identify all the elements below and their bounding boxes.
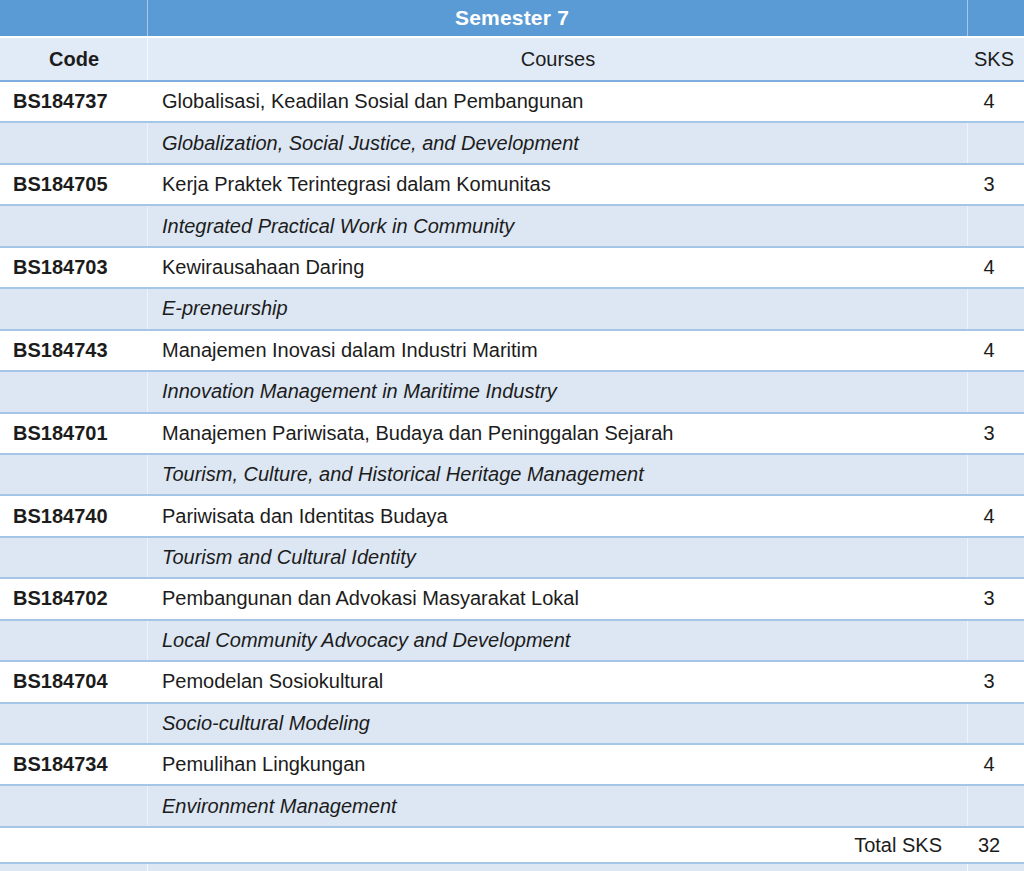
column-divider: [967, 455, 968, 494]
course-code: BS184704: [0, 670, 148, 693]
table-row: BS184734Pemulihan Lingkungan4: [0, 745, 1024, 784]
table-row-translation: E-preneurship: [0, 287, 1024, 330]
course-name-indonesian: Pemulihan Lingkungan: [148, 753, 968, 776]
course-name-english: Globalization, Social Justice, and Devel…: [148, 132, 968, 155]
column-divider: [967, 786, 968, 825]
column-divider: [147, 372, 148, 411]
column-divider: [147, 704, 148, 743]
course-code: BS184740: [0, 505, 148, 528]
course-sks: 4: [968, 339, 1024, 362]
column-header-sks: SKS: [968, 48, 1024, 71]
column-header-courses: Courses: [148, 48, 968, 71]
semester-title: Semester 7: [455, 6, 569, 30]
table-row-translation: Socio-cultural Modeling: [0, 702, 1024, 745]
course-sks: 4: [968, 256, 1024, 279]
course-name-indonesian: Pembangunan dan Advokasi Masyarakat Loka…: [148, 587, 968, 610]
table-column-header: Code Courses SKS: [0, 38, 1024, 82]
course-name-indonesian: Pariwisata dan Identitas Budaya: [148, 505, 968, 528]
column-divider: [147, 538, 148, 577]
course-name-english: Environment Management: [148, 795, 968, 818]
column-divider: [967, 123, 968, 162]
table-row: BS184740Pariwisata dan Identitas Budaya4: [0, 496, 1024, 535]
course-name-english: Tourism and Cultural Identity: [148, 546, 968, 569]
column-divider: [967, 538, 968, 577]
column-divider: [967, 0, 968, 36]
semester-banner: Semester 7: [0, 0, 1024, 38]
course-code: BS184734: [0, 753, 148, 776]
course-code: BS184703: [0, 256, 148, 279]
course-sks: 4: [968, 753, 1024, 776]
table-row: BS184704Pemodelan Sosiokultural3: [0, 662, 1024, 701]
column-header-code: Code: [0, 48, 148, 71]
table-row-translation: Environment Management: [0, 784, 1024, 827]
column-divider: [967, 621, 968, 660]
total-label: Total SKS: [148, 834, 968, 857]
course-name-english: Innovation Management in Maritime Indust…: [148, 380, 968, 403]
course-code: BS184705: [0, 173, 148, 196]
course-name-indonesian: Kewirausahaan Daring: [148, 256, 968, 279]
course-name-indonesian: Manajemen Pariwisata, Budaya dan Peningg…: [148, 422, 968, 445]
column-divider: [147, 0, 148, 36]
next-row-cutoff-strip: [0, 862, 1024, 871]
course-name-indonesian: Globalisasi, Keadilan Sosial dan Pembang…: [148, 90, 968, 113]
column-divider: [967, 206, 968, 245]
course-code: BS184701: [0, 422, 148, 445]
table-row: BS184703Kewirausahaan Daring4: [0, 248, 1024, 287]
table-row: BS184705Kerja Praktek Terintegrasi dalam…: [0, 165, 1024, 204]
column-divider: [147, 206, 148, 245]
column-divider: [147, 289, 148, 328]
course-sks: 4: [968, 90, 1024, 113]
table-row: BS184701Manajemen Pariwisata, Budaya dan…: [0, 414, 1024, 453]
course-name-indonesian: Pemodelan Sosiokultural: [148, 670, 968, 693]
column-divider: [967, 864, 968, 871]
course-name-indonesian: Manajemen Inovasi dalam Industri Maritim: [148, 339, 968, 362]
total-value: 32: [968, 834, 1024, 857]
table-body: BS184737Globalisasi, Keadilan Sosial dan…: [0, 82, 1024, 828]
semester-course-table: Semester 7 Code Courses SKS BS184737Glob…: [0, 0, 1024, 871]
course-name-indonesian: Kerja Praktek Terintegrasi dalam Komunit…: [148, 173, 968, 196]
course-code: BS184743: [0, 339, 148, 362]
table-row: BS184702Pembangunan dan Advokasi Masyara…: [0, 579, 1024, 618]
column-divider: [967, 704, 968, 743]
table-row-translation: Innovation Management in Maritime Indust…: [0, 370, 1024, 413]
table-row-translation: Tourism, Culture, and Historical Heritag…: [0, 453, 1024, 496]
table-row: BS184743Manajemen Inovasi dalam Industri…: [0, 331, 1024, 370]
table-row-translation: Integrated Practical Work in Community: [0, 204, 1024, 247]
column-divider: [147, 38, 148, 80]
course-sks: 3: [968, 173, 1024, 196]
column-divider: [147, 864, 148, 871]
column-divider: [147, 455, 148, 494]
total-row: Total SKS 32: [0, 828, 1024, 862]
column-divider: [147, 123, 148, 162]
course-name-english: Integrated Practical Work in Community: [148, 215, 968, 238]
course-name-english: Socio-cultural Modeling: [148, 712, 968, 735]
course-name-english: Local Community Advocacy and Development: [148, 629, 968, 652]
table-row-translation: Globalization, Social Justice, and Devel…: [0, 121, 1024, 164]
column-divider: [147, 786, 148, 825]
table-row-translation: Tourism and Cultural Identity: [0, 536, 1024, 579]
course-name-english: Tourism, Culture, and Historical Heritag…: [148, 463, 968, 486]
table-row-translation: Local Community Advocacy and Development: [0, 619, 1024, 662]
course-sks: 3: [968, 422, 1024, 445]
course-sks: 3: [968, 670, 1024, 693]
course-code: BS184702: [0, 587, 148, 610]
column-divider: [967, 372, 968, 411]
course-code: BS184737: [0, 90, 148, 113]
course-name-english: E-preneurship: [148, 297, 968, 320]
column-divider: [967, 289, 968, 328]
course-sks: 4: [968, 505, 1024, 528]
table-row: BS184737Globalisasi, Keadilan Sosial dan…: [0, 82, 1024, 121]
column-divider: [147, 621, 148, 660]
course-sks: 3: [968, 587, 1024, 610]
